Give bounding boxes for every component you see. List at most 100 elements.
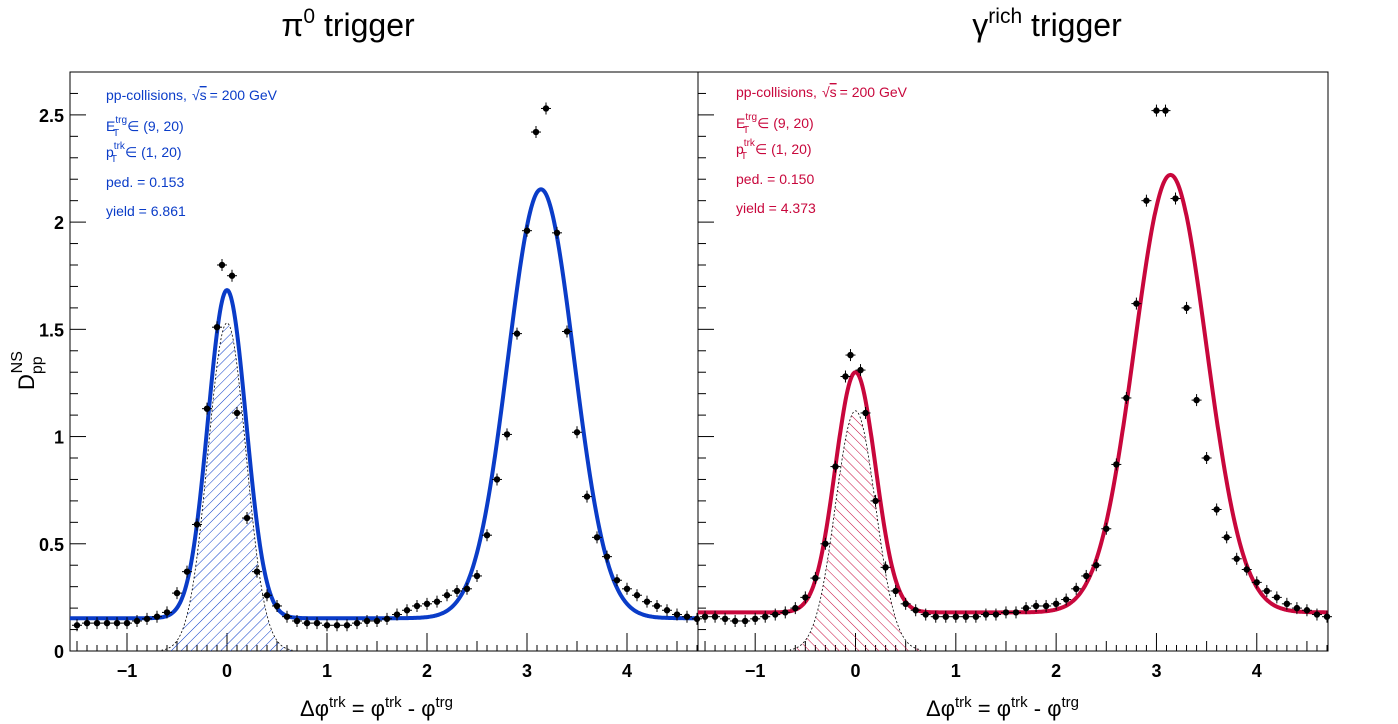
data-point-left — [622, 582, 632, 595]
data-point-left — [242, 512, 252, 525]
data-point-left — [392, 608, 402, 621]
data-point-right — [950, 610, 961, 623]
data-point-right — [1301, 604, 1312, 617]
svg-text:ped. = 0.153: ped. = 0.153 — [106, 174, 184, 190]
data-point-left — [212, 321, 222, 334]
fit-curve-right — [698, 172, 1328, 615]
data-point-right — [760, 610, 771, 623]
x-axis-label-left: Δφtrk = φtrk - φtrg — [300, 694, 453, 721]
data-point-right — [810, 572, 821, 585]
x-tick-label-right: 2 — [1051, 661, 1061, 681]
data-point-right — [820, 537, 831, 550]
data-point-right — [1201, 452, 1212, 464]
data-point-right — [970, 610, 981, 623]
y-tick-label: 0 — [54, 642, 64, 662]
data-point-left — [462, 582, 472, 595]
x-tick-label-right: 1 — [951, 661, 961, 681]
data-point-right — [890, 584, 901, 597]
data-point-left — [682, 610, 692, 623]
data-point-right — [1271, 591, 1282, 604]
data-point-left — [122, 617, 132, 630]
data-point-left — [512, 327, 522, 340]
data-point-right — [1111, 458, 1122, 471]
x-tick-label-right: −1 — [745, 661, 766, 681]
data-point-right — [1181, 301, 1192, 314]
data-point-right — [840, 370, 851, 383]
data-point-left — [92, 617, 102, 630]
plot-frame-right — [697, 71, 1329, 652]
annotation-right: pp-collisions, √s = 200 GeV Etrg T ∈ (9, 20)… — [736, 84, 908, 216]
data-point-left — [132, 614, 142, 627]
x-tick-label-left: 2 — [422, 661, 432, 681]
data-point-left — [652, 599, 662, 612]
data-point-right — [845, 349, 856, 362]
data-point-left — [632, 589, 642, 602]
data-point-right — [1221, 531, 1232, 544]
data-point-right — [1041, 599, 1052, 612]
data-point-left — [442, 589, 452, 602]
data-point-right — [1291, 602, 1302, 615]
data-point-left — [562, 325, 572, 338]
x-axis-label-right: Δφtrk = φtrk - φtrg — [926, 694, 1079, 721]
data-point-right — [960, 610, 971, 623]
data-point-left — [302, 617, 312, 630]
data-point-left — [202, 402, 212, 415]
data-point-right — [1071, 582, 1082, 595]
data-point-right — [980, 608, 991, 621]
data-point-left — [612, 574, 622, 587]
data-point-right — [750, 612, 761, 625]
data-point-right — [1011, 606, 1022, 619]
data-point-left — [152, 610, 162, 623]
data-point-right — [1160, 104, 1171, 117]
data-point-right — [855, 364, 866, 377]
data-point-right — [1031, 599, 1042, 612]
near-side-yield-region-right — [789, 410, 922, 652]
data-point-left — [172, 587, 182, 600]
svg-text:yield = 4.373: yield = 4.373 — [736, 200, 816, 216]
x-tick-label-left: 3 — [522, 661, 532, 681]
x-tick-label-left: 1 — [322, 661, 332, 681]
data-point-left — [531, 126, 541, 139]
data-point-left — [402, 604, 412, 617]
data-point-left — [572, 426, 582, 439]
data-point-right — [1061, 593, 1072, 606]
svg-text:yield = 6.861: yield = 6.861 — [106, 203, 186, 219]
data-point-left — [362, 614, 372, 627]
data-point-left — [552, 226, 562, 239]
fit-curve-left — [70, 187, 698, 621]
y-tick-label: 0.5 — [39, 535, 64, 555]
data-point-left — [272, 599, 282, 612]
svg-text:pp-collisions,√s= 200 GeV: pp-collisions, √s = 200 GeV — [736, 84, 908, 100]
data-point-left — [72, 619, 82, 632]
data-point-left — [662, 604, 672, 617]
data-point-right — [800, 591, 811, 604]
data-point-left — [432, 595, 442, 608]
data-point-right — [1021, 602, 1032, 615]
y-tick-label: 2 — [54, 213, 64, 233]
data-point-right — [700, 610, 711, 623]
data-point-right — [1321, 610, 1332, 623]
data-point-right — [940, 610, 951, 623]
annotation-left: pp-collisions, √s = 200 GeV Etrg T ∈ (9, 20)… — [106, 87, 278, 219]
data-point-right — [870, 494, 881, 507]
data-point-right — [730, 614, 741, 627]
data-point-left — [482, 529, 492, 542]
svg-text:pp-collisions,√s= 200 GeV: pp-collisions, √s = 200 GeV — [106, 87, 278, 103]
data-point-right — [1241, 563, 1252, 576]
data-point-right — [740, 614, 751, 627]
y-axis-label: DppNS — [9, 351, 46, 390]
data-point-right — [1231, 552, 1242, 565]
data-point-left — [112, 617, 122, 630]
data-point-right — [720, 612, 731, 625]
data-point-left — [342, 619, 352, 632]
x-tick-label-left: 0 — [222, 661, 232, 681]
data-point-left — [412, 599, 422, 612]
data-point-left — [232, 406, 242, 419]
data-point-left — [252, 565, 262, 578]
data-point-right — [1131, 297, 1142, 310]
near-side-yield-region-left — [161, 322, 293, 652]
data-point-right — [930, 610, 941, 623]
